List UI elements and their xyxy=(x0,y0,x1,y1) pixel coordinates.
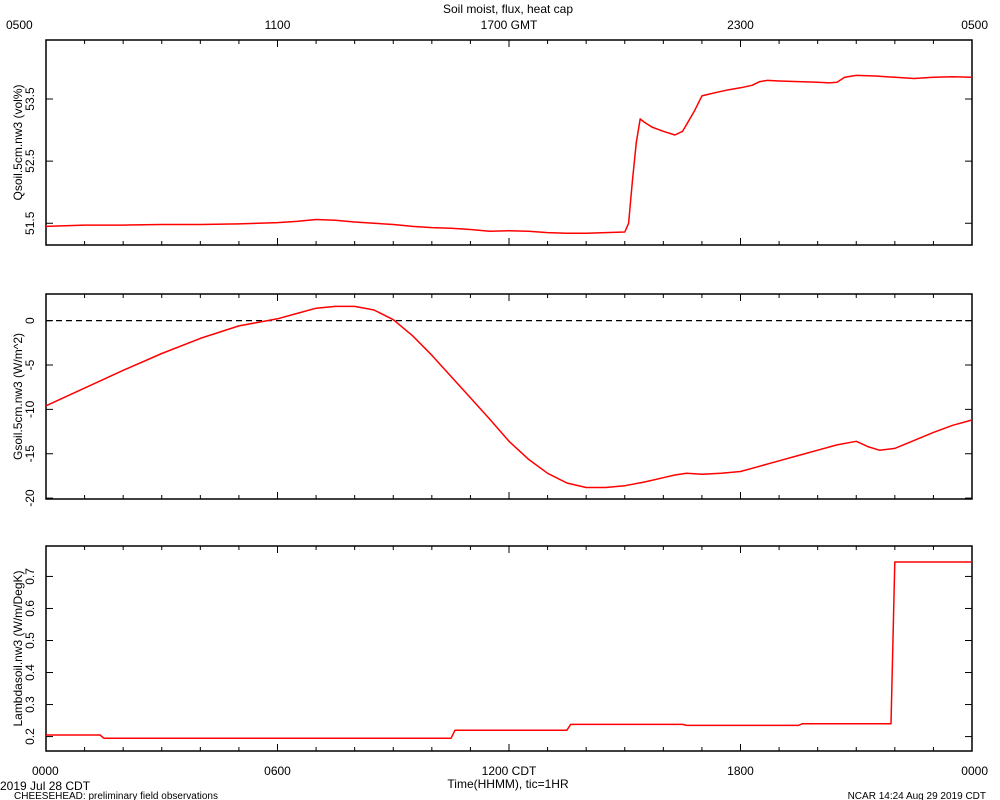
y-tick-label: -10 xyxy=(23,400,37,418)
top-tick-label: 0500 xyxy=(961,18,988,32)
y-tick-label: 0.2 xyxy=(23,728,37,745)
chart-title: Soil moist, flux, heat cap xyxy=(443,2,573,16)
series-line xyxy=(45,74,973,234)
y-axis-label: Gsoil.5cm.nw3 (W/m^2) xyxy=(11,333,25,460)
series-line xyxy=(45,305,973,489)
y-tick-label: 0.4 xyxy=(23,664,37,681)
bottom-tick-label: 1800 xyxy=(727,764,754,778)
y-tick-label: 0.5 xyxy=(23,632,37,649)
y-tick-label: 0.3 xyxy=(23,696,37,713)
x-axis-label: Time(HHMM), tic=1HR xyxy=(447,777,569,791)
bottom-tick-label: 0600 xyxy=(264,764,291,778)
y-tick-label: -15 xyxy=(23,445,37,463)
y-tick-label: -20 xyxy=(23,489,37,507)
y-tick-label: 0 xyxy=(23,317,37,324)
bottom-tick-label: 0000 xyxy=(961,764,988,778)
plot-frame xyxy=(45,39,973,246)
plot-frame xyxy=(45,545,973,752)
top-tick-label: 1700 GMT xyxy=(481,18,538,32)
y-axis-label: Lambdasoil.nw3 (W/m/DegK) xyxy=(11,570,25,726)
y-axis-label: Qsoil.5cm.nw3 (vol%) xyxy=(11,84,25,200)
y-tick-label: 53.5 xyxy=(23,87,37,111)
plot-frame xyxy=(45,293,973,500)
bottom-tick-label: 0000 xyxy=(32,764,59,778)
panel-soil-heat-flux: 0 -5 -10 -15 -20 Gsoil.5cm.nw3 (W/m^2) xyxy=(11,293,973,507)
footer-right: NCAR 14:24 Aug 29 2019 CDT xyxy=(848,791,986,800)
bottom-tick-label: 1200 CDT xyxy=(482,764,537,778)
bottom-time-axis: 0000 0600 1200 CDT 1800 0000 xyxy=(32,764,988,778)
footer-left: CHEESEHEAD: preliminary field observatio… xyxy=(14,791,218,800)
y-tick-label: 51.5 xyxy=(23,211,37,235)
y-tick-label: -5 xyxy=(23,359,37,370)
series-line xyxy=(46,561,972,739)
y-tick-label: 0.7 xyxy=(23,568,37,585)
top-time-axis: 0500 1100 1700 GMT 2300 0500 xyxy=(6,18,988,32)
y-tick-label: 52.5 xyxy=(23,149,37,173)
top-tick-label: 0500 xyxy=(6,18,33,32)
date-label: 2019 Jul 28 CDT xyxy=(0,779,91,793)
y-tick-label: 0.6 xyxy=(23,600,37,617)
top-tick-label: 2300 xyxy=(727,18,754,32)
top-tick-label: 1100 xyxy=(265,18,291,32)
